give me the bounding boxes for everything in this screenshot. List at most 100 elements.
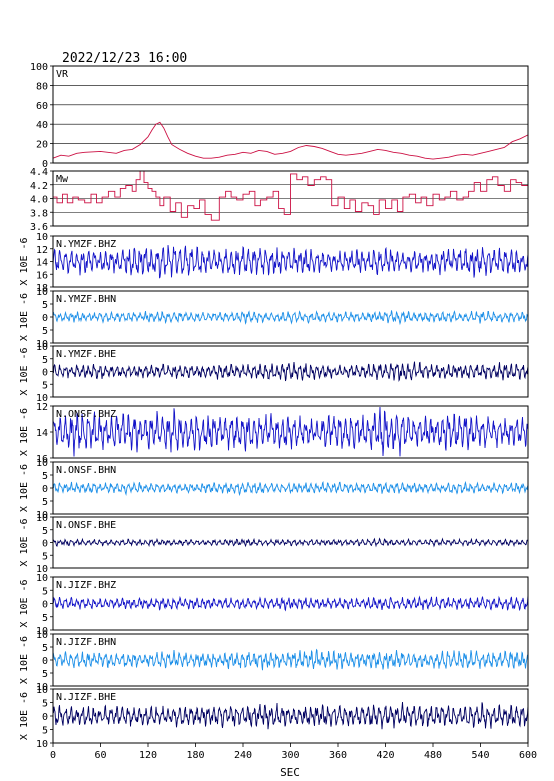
series-line — [52, 537, 529, 548]
panel-title: N.YMZF.BHZ — [56, 239, 116, 250]
datetime-label: 2022/12/23 16:00 — [62, 51, 187, 66]
y-unit-label: X 10E -6 — [19, 579, 30, 627]
x-tick-label: 60 — [94, 750, 106, 761]
y-tick-label: 10 — [36, 510, 48, 521]
x-tick-label: 420 — [376, 750, 394, 761]
y-tick-label: 4.2 — [30, 181, 48, 192]
y-tick-label: 5 — [42, 586, 48, 597]
panel-title: N.JIZF.BHN — [56, 637, 116, 648]
chart-panel-7: N.ONSF.BHN 10 5 0 5 10 X 10E -6 — [19, 458, 529, 521]
y-unit-label: X 10E -6 — [19, 692, 30, 740]
panel-title: N.YMZF.BHN — [56, 294, 116, 305]
series-line — [52, 310, 529, 326]
chart-panel-1: VR 100 80 60 40 20 0 — [30, 62, 529, 170]
x-tick-label: 0 — [50, 750, 56, 761]
y-tick-label: 3.8 — [30, 208, 48, 219]
y-tick-label: 16 — [36, 454, 48, 465]
panel-title: N.ONSF.BHZ — [56, 409, 116, 420]
panel-title: Mw — [56, 174, 69, 185]
x-axis: 0 60 120 180 240 300 360 420 480 540 600 — [50, 743, 537, 761]
y-unit-label: X 10E -6 — [19, 464, 30, 512]
panel-title: N.ONSF.BHE — [56, 520, 116, 531]
y-tick-label: 10 — [36, 393, 48, 404]
y-tick-label: 10 — [36, 287, 48, 298]
y-tick-label: 4.0 — [30, 195, 48, 206]
series-line — [53, 170, 529, 221]
chart-panel-6: N.ONSF.BHZ 12 14 16 X 10E -6 — [19, 402, 529, 465]
y-tick-label: 40 — [36, 120, 48, 131]
y-tick-label: 5 — [42, 526, 48, 537]
y-tick-label: 5 — [42, 551, 48, 562]
y-unit-label: X 10E -6 — [19, 636, 30, 684]
panel-title: N.YMZF.BHE — [56, 349, 116, 360]
x-tick-label: 240 — [234, 750, 252, 761]
y-tick-label: 10 — [36, 685, 48, 696]
x-tick-label: 360 — [329, 750, 347, 761]
panel-title: VR — [56, 69, 69, 80]
series-line — [52, 406, 529, 457]
series-line — [52, 595, 529, 612]
panel-title: N.ONSF.BHN — [56, 465, 116, 476]
x-tick-label: 540 — [471, 750, 489, 761]
y-tick-label: 20 — [36, 140, 48, 151]
y-tick-label: 10 — [36, 564, 48, 575]
x-axis-label: SEC — [280, 766, 300, 779]
y-tick-label: 0 — [42, 539, 48, 550]
y-tick-label: 0 — [42, 600, 48, 611]
y-tick-label: 5 — [42, 300, 48, 311]
y-tick-label: 100 — [30, 62, 48, 73]
y-tick-label: 0 — [42, 484, 48, 495]
y-tick-label: 5 — [42, 669, 48, 680]
y-tick-label: 5 — [42, 355, 48, 366]
series-line — [52, 480, 529, 497]
y-tick-label: 5 — [42, 326, 48, 337]
y-tick-label: 0 — [42, 712, 48, 723]
y-tick-label: 3.6 — [30, 222, 48, 233]
y-tick-label: 12 — [36, 245, 48, 256]
panel-title: N.JIZF.BHZ — [56, 580, 116, 591]
y-tick-label: 10 — [36, 342, 48, 353]
plot-frame — [52, 235, 529, 288]
y-tick-label: 60 — [36, 101, 48, 112]
x-tick-label: 180 — [186, 750, 204, 761]
x-tick-label: 480 — [424, 750, 442, 761]
y-tick-label: 10 — [36, 232, 48, 243]
panel-title: N.JIZF.BHE — [56, 692, 116, 703]
y-unit-label: X 10E -6 — [19, 237, 30, 285]
y-tick-label: 5 — [42, 380, 48, 391]
y-tick-label: 10 — [36, 682, 48, 693]
y-tick-label: 5 — [42, 726, 48, 737]
y-unit-label: X 10E -6 — [19, 347, 30, 395]
panels: VR100806040200Mw4.44.24.03.83.6N.YMZF.BH… — [19, 62, 529, 750]
series-line — [52, 245, 529, 279]
y-tick-label: 5 — [42, 471, 48, 482]
plot-frame — [52, 688, 529, 744]
series-line — [52, 361, 529, 382]
series-line — [52, 121, 529, 160]
chart-panel-10: N.JIZF.BHN 10 5 0 5 10 X 10E -6 — [19, 630, 529, 693]
y-tick-label: 12 — [36, 402, 48, 413]
y-tick-label: 0 — [42, 656, 48, 667]
y-tick-label: 80 — [36, 81, 48, 92]
plot-frame — [52, 345, 529, 398]
x-tick-label: 600 — [519, 750, 537, 761]
y-tick-label: 10 — [36, 630, 48, 641]
y-tick-label: 4.4 — [30, 167, 48, 178]
y-tick-label: 10 — [36, 458, 48, 469]
y-unit-label: X 10E -6 — [19, 408, 30, 456]
y-tick-label: 5 — [42, 643, 48, 654]
y-tick-label: 10 — [36, 573, 48, 584]
y-tick-label: 10 — [36, 739, 48, 750]
y-tick-label: 5 — [42, 699, 48, 710]
y-tick-label: 14 — [36, 428, 48, 439]
y-tick-label: 0 — [42, 159, 48, 170]
y-tick-label: 10 — [36, 626, 48, 637]
y-tick-label: 14 — [36, 258, 48, 269]
y-tick-label: 0 — [42, 368, 48, 379]
plot-frame — [52, 65, 529, 164]
chart-panel-4: N.YMZF.BHN 10 5 0 5 10 X 10E -6 — [19, 287, 529, 350]
y-tick-label: 16 — [36, 270, 48, 281]
